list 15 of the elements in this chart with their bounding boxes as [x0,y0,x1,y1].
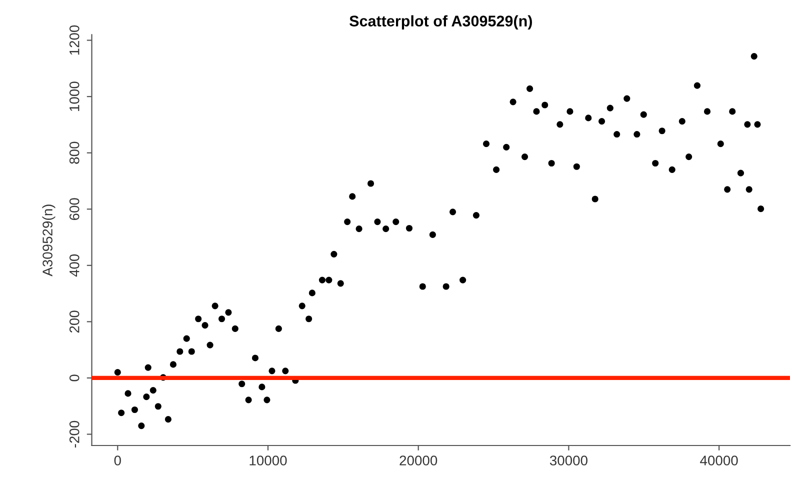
y-tick-label: 800 [69,142,80,164]
x-tick-label: 30000 [550,456,588,466]
y-axis-title: A309529(n) [42,204,56,276]
y-tick-label: 400 [69,254,80,277]
y-tick-label: 0 [69,374,80,382]
x-tick-label: 20000 [400,456,438,466]
y-tick-label: 600 [69,198,80,220]
chart-title: Scatterplot of A309529(n) [350,15,532,30]
x-tick-label: 0 [114,456,121,466]
y-tick-label: 1000 [69,82,80,111]
x-tick-label: 40000 [700,456,738,466]
y-tick-label: 200 [69,310,80,333]
y-tick-label: -200 [69,420,80,448]
y-tick-label: 1200 [69,25,80,55]
x-tick-label: 10000 [250,456,287,466]
